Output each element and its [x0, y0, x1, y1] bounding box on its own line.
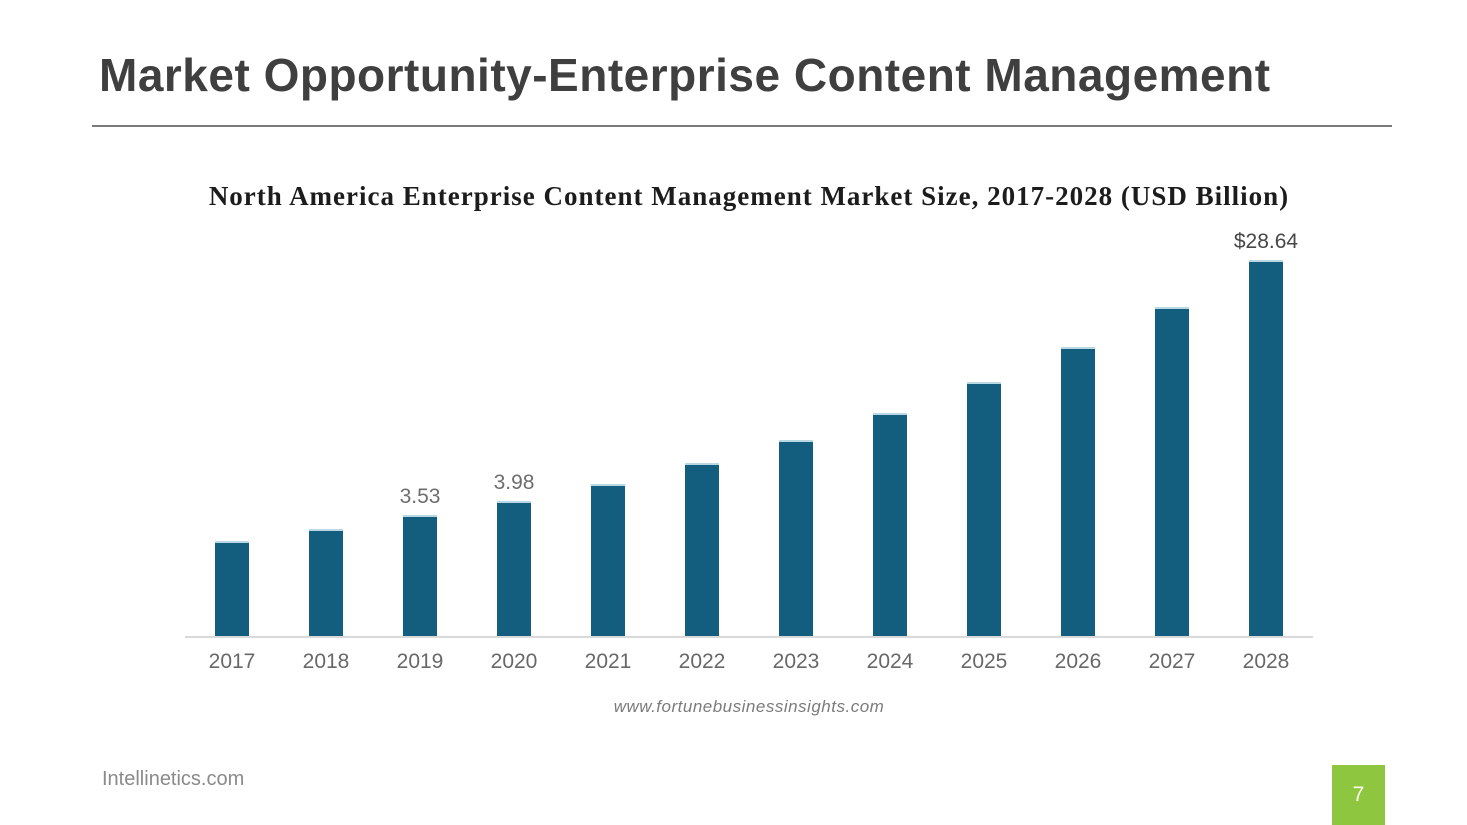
page-number: 7	[1352, 783, 1365, 806]
title-divider	[92, 125, 1392, 127]
page-title: Market Opportunity-Enterprise Content Ma…	[99, 49, 1271, 101]
x-tick-2027: 2027	[1148, 650, 1196, 673]
bar-2019	[403, 515, 437, 636]
bar-2021	[591, 484, 625, 636]
x-tick-2019: 2019	[396, 650, 444, 673]
watermark-url: www.fortunebusinessinsights.com	[613, 697, 885, 716]
bar-2024	[873, 413, 907, 636]
data-label-2028: $28.64	[1233, 230, 1299, 253]
x-tick-2025: 2025	[960, 650, 1008, 673]
footer-url: Intellinetics.com	[102, 768, 245, 790]
x-tick-2026: 2026	[1054, 650, 1102, 673]
x-tick-2021: 2021	[584, 650, 632, 673]
bar-2027	[1155, 307, 1189, 636]
x-tick-2028: 2028	[1242, 650, 1290, 673]
data-label-2020: 3.98	[493, 471, 535, 494]
data-label-2019: 3.53	[399, 485, 441, 508]
bar-2028	[1249, 260, 1283, 636]
x-tick-2020: 2020	[490, 650, 538, 673]
bar-2017	[215, 541, 249, 636]
chart-title: North America Enterprise Content Managem…	[208, 181, 1290, 211]
x-tick-2023: 2023	[772, 650, 820, 673]
bar-2026	[1061, 347, 1095, 636]
x-tick-2017: 2017	[208, 650, 256, 673]
page-number-badge: 7	[1332, 765, 1385, 825]
bar-2023	[779, 440, 813, 636]
x-tick-2024: 2024	[866, 650, 914, 673]
bar-2025	[967, 382, 1001, 636]
bar-2018	[309, 529, 343, 636]
bar-2022	[685, 463, 719, 636]
x-tick-2022: 2022	[678, 650, 726, 673]
chart-plot-area: 3.53 3.98 $28.64	[185, 230, 1313, 638]
x-axis-line	[185, 636, 1313, 638]
x-axis-labels: 2017 2018 2019 2020 2021 2022 2023 2024 2025 2026…	[185, 650, 1313, 680]
x-tick-2018: 2018	[302, 650, 350, 673]
bar-2020	[497, 501, 531, 636]
